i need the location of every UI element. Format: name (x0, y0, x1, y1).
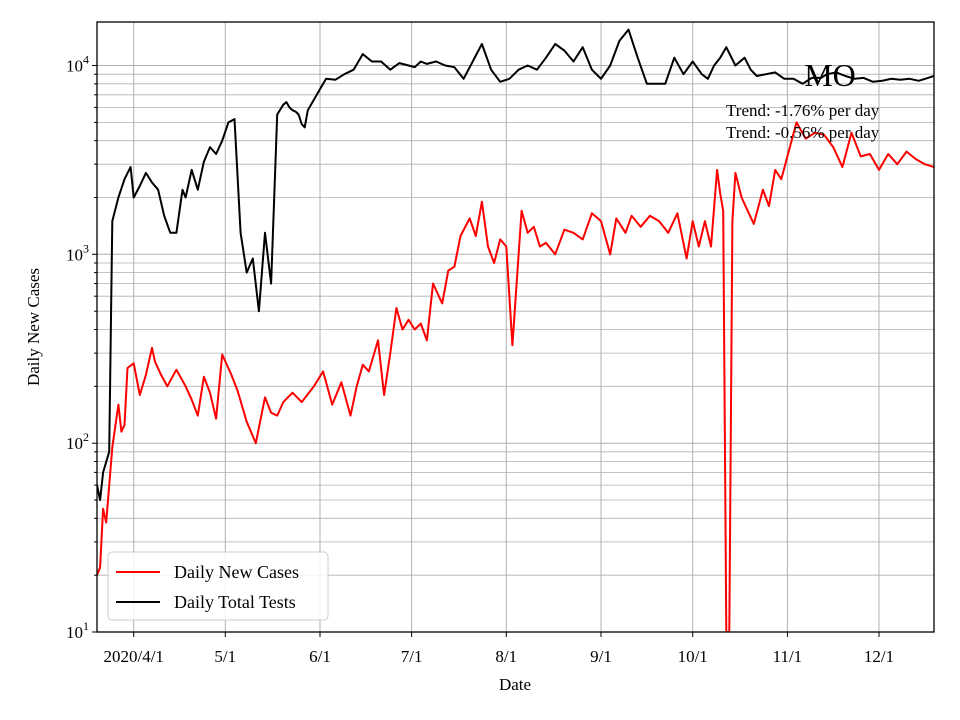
trend-annotation-2: Trend: -0.56% per day (726, 123, 880, 142)
x-tick-label: 11/1 (773, 647, 803, 666)
x-axis-label: Date (499, 675, 531, 694)
grid (97, 22, 934, 633)
x-tick-label: 2020/4/1 (103, 647, 163, 666)
x-tick-label: 10/1 (678, 647, 708, 666)
x-tick-label: 9/1 (590, 647, 612, 666)
trend-annotation-1: Trend: -1.76% per day (726, 101, 880, 120)
plot-frame (96, 21, 935, 633)
legend-label-cases: Daily New Cases (174, 562, 299, 582)
x-tick-label: 8/1 (495, 647, 517, 666)
y-axis-label: Daily New Cases (24, 268, 43, 386)
x-tick-label: 5/1 (214, 647, 236, 666)
series-line-daily-total-tests (97, 28, 934, 501)
x-tick-label: 6/1 (309, 647, 331, 666)
legend-box (107, 551, 329, 621)
x-tick-label: 12/1 (864, 647, 894, 666)
x-tick-label: 7/1 (401, 647, 423, 666)
chart-title: MO (804, 57, 856, 93)
legend: Daily New Cases Daily Total Tests (107, 551, 329, 621)
series-lines (97, 28, 934, 632)
legend-label-tests: Daily Total Tests (174, 592, 296, 612)
series-line-daily-new-cases (97, 121, 934, 632)
